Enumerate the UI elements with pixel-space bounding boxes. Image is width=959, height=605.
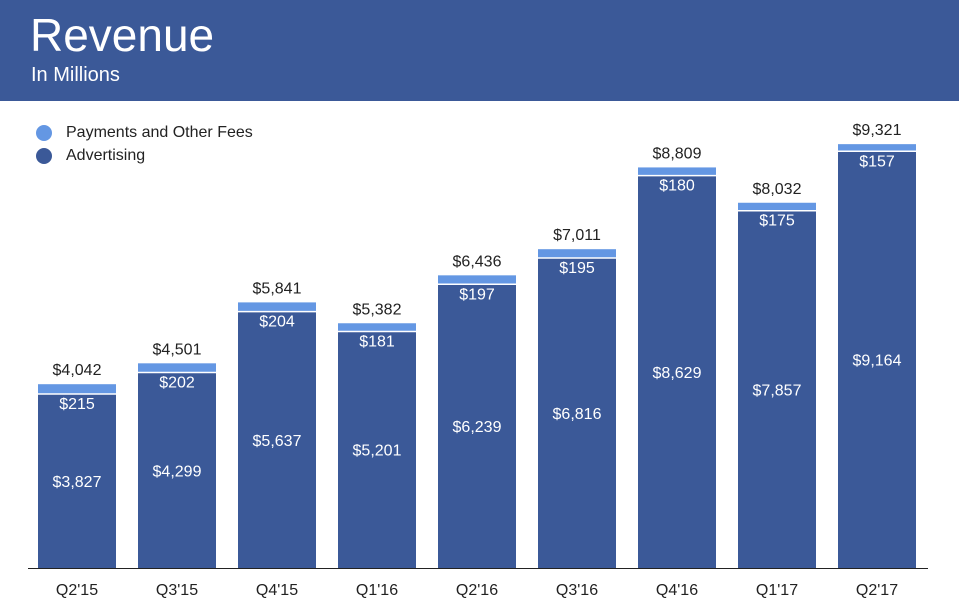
data-label-payments: $195 (559, 260, 595, 277)
data-label-payments: $215 (59, 396, 95, 413)
data-label-payments: $202 (159, 375, 195, 392)
bar-payments (238, 302, 316, 312)
bar-payments (638, 167, 716, 176)
bar-advertising (738, 210, 816, 568)
bar-advertising (538, 258, 616, 568)
bar-payments (38, 384, 116, 394)
legend-label-payments: Payments and Other Fees (66, 124, 253, 141)
legend-label-advertising: Advertising (66, 147, 146, 164)
legend-swatch-advertising (36, 148, 52, 164)
bar-payments (438, 275, 516, 285)
data-label-advertising: $5,637 (253, 433, 302, 450)
data-label-total: $5,841 (253, 280, 302, 297)
x-tick-label: Q2'17 (856, 582, 898, 599)
header-banner: Revenue In Millions (0, 0, 959, 101)
chart-subtitle: In Millions (31, 64, 120, 86)
data-label-payments: $204 (259, 314, 295, 331)
bar-advertising (38, 393, 116, 568)
bar-advertising (838, 151, 916, 568)
bar-advertising (438, 284, 516, 568)
data-label-total: $7,011 (553, 227, 601, 244)
bar-advertising (338, 331, 416, 568)
data-label-total: $6,436 (453, 253, 502, 270)
legend-swatch-payments (36, 125, 52, 141)
data-label-total: $8,809 (653, 145, 702, 162)
bar-advertising (138, 372, 216, 568)
data-label-total: $4,501 (153, 341, 202, 358)
x-tick-label: Q4'15 (256, 582, 298, 599)
data-label-total: $8,032 (753, 181, 802, 198)
data-label-payments: $180 (659, 178, 695, 195)
data-label-payments: $181 (359, 333, 395, 350)
data-label-advertising: $7,857 (753, 382, 802, 399)
bar-advertising (638, 175, 716, 568)
x-tick-label: Q2'15 (56, 582, 98, 599)
x-tick-label: Q3'16 (556, 582, 598, 599)
data-label-payments: $175 (759, 213, 795, 230)
x-tick-label: Q3'15 (156, 582, 198, 599)
chart-title: Revenue (30, 9, 215, 61)
x-tick-label: Q2'16 (456, 582, 498, 599)
bar-payments (738, 202, 816, 211)
bar-payments (338, 323, 416, 332)
data-label-advertising: $9,164 (853, 353, 902, 370)
data-label-advertising: $8,629 (653, 365, 702, 382)
data-label-total: $9,321 (853, 122, 902, 139)
x-tick-label: Q1'16 (356, 582, 398, 599)
data-label-advertising: $6,239 (453, 419, 502, 436)
data-label-total: $5,382 (353, 301, 402, 318)
data-label-advertising: $4,299 (153, 463, 202, 480)
bar-payments (538, 249, 616, 259)
x-tick-label: Q1'17 (756, 582, 798, 599)
data-label-payments: $157 (859, 153, 895, 170)
x-tick-label: Q4'16 (656, 582, 698, 599)
bar-payments (138, 363, 216, 373)
data-label-advertising: $5,201 (353, 443, 402, 460)
data-label-advertising: $3,827 (53, 474, 102, 491)
data-label-payments: $197 (459, 286, 495, 303)
bar-advertising (238, 311, 316, 568)
data-label-advertising: $6,816 (553, 406, 602, 423)
data-label-total: $4,042 (53, 362, 102, 379)
bar-payments (838, 144, 916, 152)
